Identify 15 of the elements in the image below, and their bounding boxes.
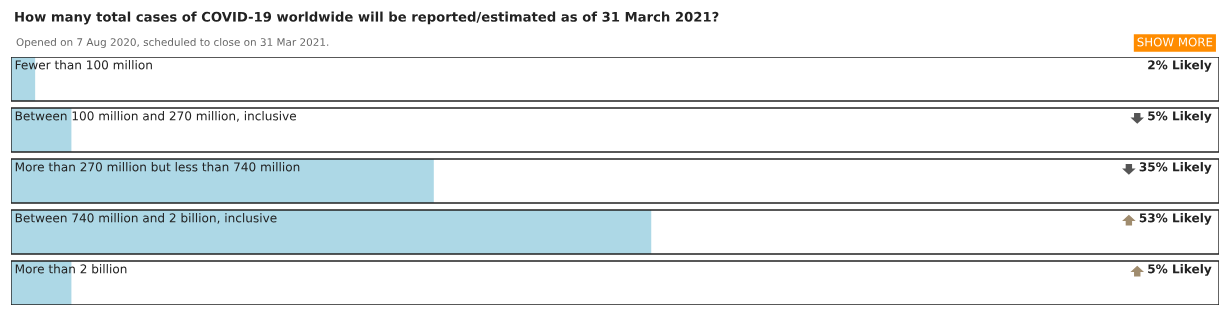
data-label: 53% Likely (1139, 213, 1212, 225)
data-label: 2% Likely (1148, 60, 1212, 72)
data-label: 5% Likely (1148, 111, 1212, 123)
data-label: 5% Likely (1148, 264, 1212, 276)
bar (11, 210, 652, 254)
y-tick-label: More than 270 million but less than 740 million (15, 162, 300, 172)
data-label: 35% Likely (1139, 162, 1212, 174)
bar (11, 159, 434, 203)
y-tick-label: Between 100 million and 270 million, inclusive (15, 111, 297, 122)
y-tick-label: Between 740 million and 2 billion, inclusive (15, 213, 277, 224)
y-tick-label: More than 2 billion (15, 264, 127, 274)
chart-title: How many total cases of COVID-19 worldwide will be reported/estimated as of 31 March 2021? (15, 11, 719, 25)
annotation: SHOW MORE (1137, 37, 1213, 47)
y-tick-label: Fewer than 100 million (15, 60, 152, 70)
chart-subtitle: Opened on 7 Aug 2020, scheduled to close on 31 Mar 2021. (16, 37, 329, 49)
